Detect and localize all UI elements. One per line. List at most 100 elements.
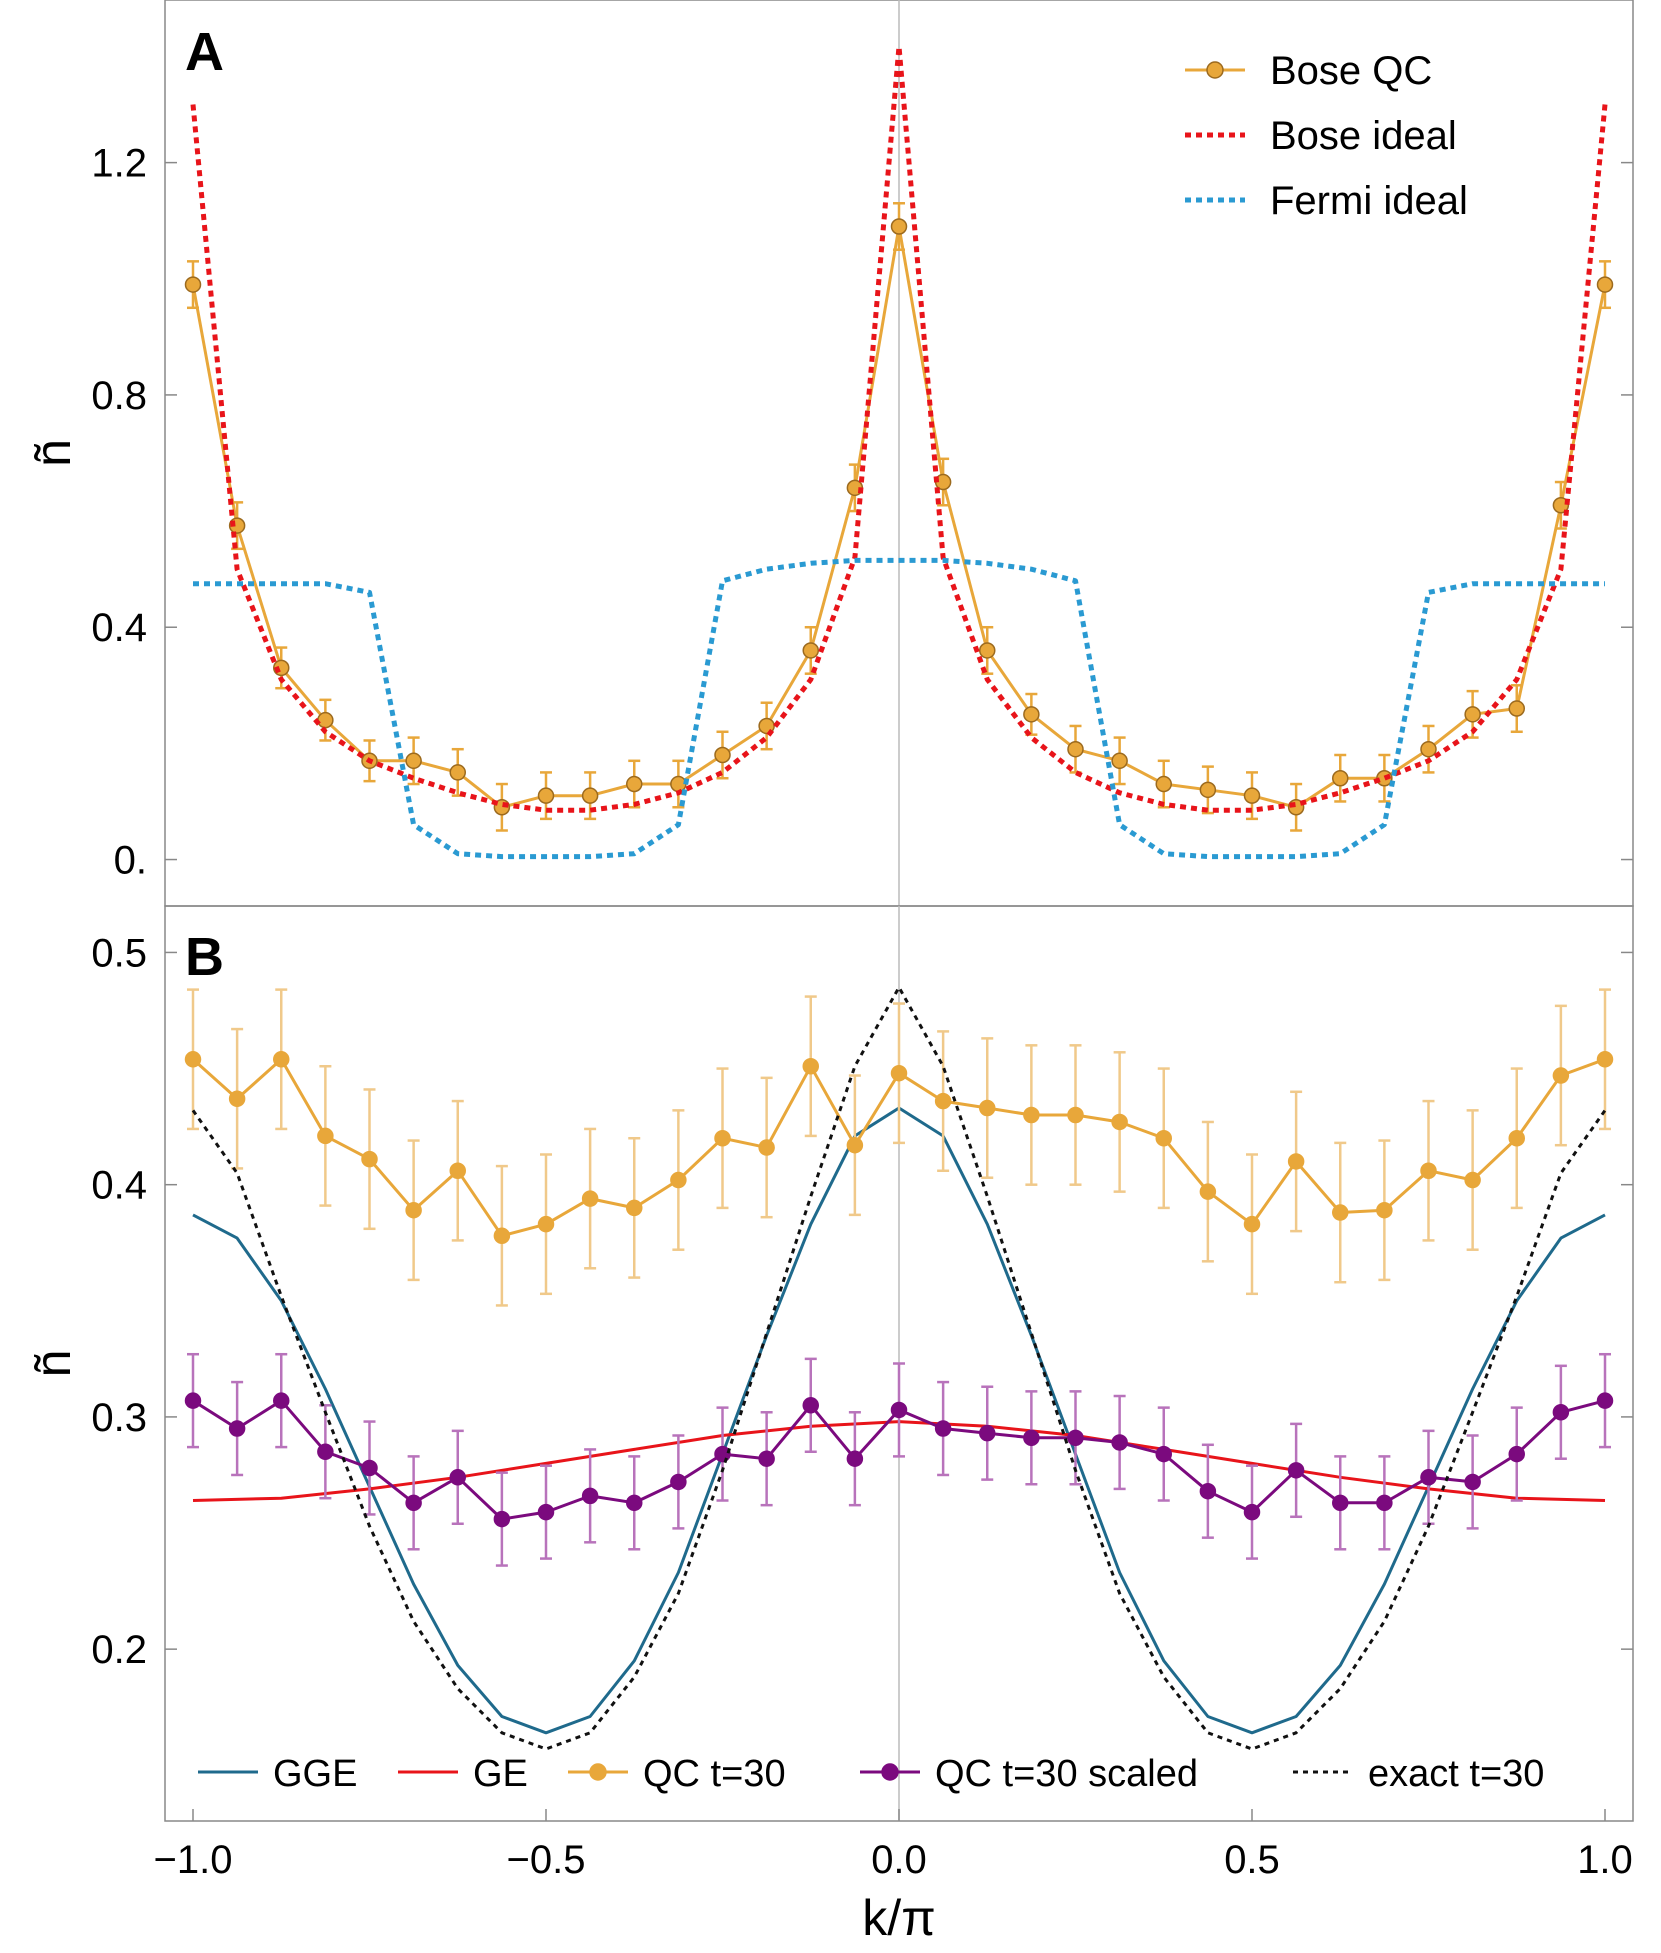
panel-a-legend-marker	[1206, 61, 1224, 79]
panel-b-x-ticks: −1.0 −0.5 0.0 0.5 1.0	[154, 1809, 1633, 1882]
panel-b-qc-t-30-scaled-point	[228, 1420, 246, 1437]
panel-a-y-axis-label: ñ	[25, 439, 81, 467]
panel-b-qc-t-30-scaled-point	[1552, 1404, 1570, 1421]
panel-b-qc-t-30-point	[1464, 1171, 1481, 1189]
panel-a-bose-qc-point	[1420, 740, 1437, 758]
panel-b-qc-t-30-scaled-point	[493, 1510, 511, 1528]
panel-b-qc-t-30-point	[1552, 1067, 1570, 1084]
panel-a-series-fermi-ideal	[193, 557, 1605, 860]
panel-b-qc-t-30-scaled-point	[273, 1392, 290, 1409]
panel-b-qc-t-30-scaled-point	[1464, 1473, 1481, 1491]
panel-b-qc-t-30-point	[405, 1201, 422, 1219]
panel-b-y-tick-label: 0.3	[91, 1396, 147, 1440]
panel-b-series	[184, 985, 1614, 1751]
panel-b-qc-t-30-scaled-point	[581, 1487, 599, 1505]
panel-a-legend-item-fermi-ideal: Fermi ideal	[1185, 179, 1468, 223]
panel-b-qc-t-30-point	[934, 1092, 952, 1110]
panel-a-bose-qc-point	[1243, 787, 1261, 804]
panel-b-qc-t-30-point	[537, 1215, 555, 1233]
panel-b-qc-t-30-scaled-point	[1243, 1503, 1261, 1521]
panel-b-qc-t-30-point	[581, 1190, 599, 1207]
panel-a-series	[184, 44, 1614, 860]
panel-b-y-ticks: 0.2 0.3 0.4 0.5	[91, 931, 1633, 1672]
panel-b-qc-t-30-point	[714, 1129, 731, 1147]
panel-b-qc-t-30-scaled-point	[802, 1397, 819, 1414]
panel-b-qc-t-30-scaled-point	[1596, 1392, 1614, 1409]
panel-b-legend-item-qc-t-30: QC t=30	[568, 1753, 786, 1795]
panel-b-qc-t-30-scaled-point	[670, 1473, 687, 1491]
panel-b-qc-t-30-point	[449, 1162, 466, 1179]
panel-b-legend-label: QC t=30 scaled	[935, 1753, 1198, 1795]
panel-b-x-axis-label: k/π	[862, 1890, 935, 1946]
panel-b-series-qc-t-30-scaled	[184, 1352, 1614, 1567]
panel-b-qc-t-30-scaled-point	[1332, 1494, 1349, 1512]
panel-b-qc-t-30-point	[1376, 1201, 1393, 1219]
panel-b-qc-t-30-scaled-point	[626, 1494, 643, 1512]
panel-b-legend-label: GGE	[273, 1753, 357, 1795]
panel-b-legend-label: QC t=30	[643, 1753, 786, 1795]
panel-a-bose-qc-point	[317, 711, 334, 729]
panel-b-qc-t-30-point	[626, 1199, 643, 1217]
panel-a-bose-qc-point	[1596, 276, 1614, 293]
panel-b-y-tick-label: 0.5	[91, 931, 147, 975]
panel-a-bose-qc-point	[802, 642, 819, 659]
panel-a-label: A	[185, 22, 224, 82]
panel-a-bose-qc-point	[1023, 706, 1040, 723]
panel-b-y-tick-label: 0.2	[91, 1628, 147, 1672]
panel-b-qc-t-30-scaled-point	[449, 1469, 466, 1486]
panel-a-legend-item-bose-qc: Bose QC	[1185, 49, 1432, 93]
panel-b-qc-t-30-scaled-point	[979, 1424, 996, 1442]
panel-b-qc-t-30-point	[1199, 1183, 1217, 1200]
panel-a-bose-qc-point	[1464, 706, 1481, 723]
panel-b-x-tick-label: 0.0	[871, 1838, 927, 1882]
panel-b-qc-t-30-scaled-point	[1067, 1429, 1084, 1447]
panel-a-y-tick-label: 0.8	[91, 374, 147, 418]
panel-b-qc-t-30-scaled-point	[1199, 1482, 1217, 1500]
panel-a-bose-qc-point	[581, 787, 599, 804]
panel-a-legend-item-bose-ideal: Bose ideal	[1185, 114, 1457, 158]
panel-b-qc-t-30-point	[758, 1139, 775, 1156]
panel-a-bose-qc-point	[537, 787, 555, 804]
panel-b-qc-t-30-scaled-point	[1287, 1462, 1305, 1479]
panel-b-qc-t-30-point	[1420, 1162, 1437, 1179]
panel-b-x-tick-label: 0.5	[1224, 1838, 1280, 1882]
panel-b-qc-t-30-scaled-point	[1508, 1445, 1525, 1463]
panel-b-qc-t-30-point	[361, 1150, 378, 1168]
panel-b-series-qc-t-30	[184, 988, 1614, 1307]
panel-a-y-tick-label: 0.	[114, 839, 147, 883]
panel-a-y-tick-label: 0.4	[91, 606, 147, 650]
panel-a-bose-qc-point	[1552, 497, 1570, 514]
panel-b-qc-t-30-scaled-point	[361, 1459, 378, 1477]
panel-b-qc-t-30-point	[1111, 1113, 1128, 1131]
panel-a-bose-qc-point	[714, 746, 731, 764]
panel-b-qc-t-30-scaled-point	[1023, 1429, 1040, 1447]
panel-b-qc-t-30-scaled-point	[890, 1401, 908, 1419]
panel-a-bose-qc-point	[449, 764, 466, 781]
panel-b-qc-t-30-point	[1155, 1129, 1172, 1147]
panel-b-qc-t-30-scaled-point	[317, 1443, 334, 1460]
panel-b-qc-t-30-point	[1243, 1215, 1261, 1233]
panel-b-qc-t-30-scaled-point	[1376, 1494, 1393, 1512]
panel-b-x-tick-label: −1.0	[154, 1838, 233, 1882]
panel-b-qc-t-30-scaled-point	[537, 1503, 555, 1521]
panel-a-legend-label: Fermi ideal	[1270, 179, 1468, 223]
panel-b-legend-item-ge: GE	[398, 1753, 528, 1795]
panel-b-x-tick-label: −0.5	[507, 1838, 586, 1882]
panel-b-legend-label: exact t=30	[1368, 1753, 1544, 1795]
panel-b-qc-t-30-scaled-point	[1155, 1445, 1172, 1463]
panel-a-bose-qc-point	[1199, 781, 1217, 799]
panel-b-label: B	[185, 927, 224, 987]
panel-b-qc-t-30-point	[1067, 1106, 1084, 1124]
panel-a-bose-qc-point	[626, 775, 643, 793]
panel-b-y-tick-label: 0.4	[91, 1164, 147, 1208]
panel-b-qc-t-30-point	[846, 1136, 864, 1154]
panel-a-legend-label: Bose QC	[1270, 49, 1432, 93]
panel-b-qc-t-30-point	[890, 1064, 908, 1082]
panel-b-qc-t-30-scaled-point	[1420, 1469, 1437, 1486]
panel-a-bose-qc-point	[1508, 700, 1525, 717]
panel-a: 0. 0.4 0.8 1.2 A ñ Bose QC Bose ideal Fermi i…	[25, 0, 1634, 907]
panel-b-qc-t-30-point	[1287, 1153, 1305, 1170]
panel-b-qc-t-30-scaled-point	[1111, 1434, 1128, 1451]
